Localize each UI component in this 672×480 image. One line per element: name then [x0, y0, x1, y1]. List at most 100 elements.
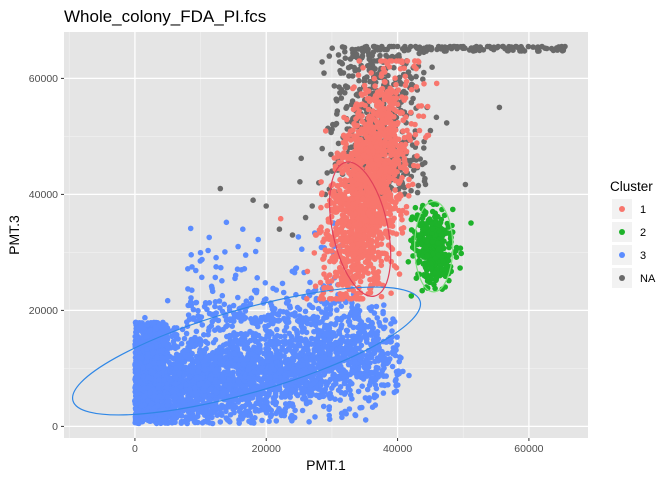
point-cluster-3: [134, 417, 141, 424]
point-cluster-na: [217, 185, 224, 192]
point-cluster-3: [393, 388, 400, 394]
point-cluster-na: [390, 43, 397, 50]
point-cluster-3: [362, 395, 369, 401]
point-cluster-3: [254, 275, 260, 281]
point-cluster-na: [397, 79, 403, 86]
point-cluster-3: [161, 415, 168, 421]
point-cluster-3: [392, 352, 399, 359]
point-cluster-3: [396, 354, 403, 360]
point-cluster-3: [291, 414, 298, 421]
point-cluster-3: [232, 335, 238, 341]
point-cluster-3: [242, 331, 249, 337]
point-cluster-na: [443, 120, 450, 126]
point-cluster-3: [368, 345, 375, 352]
point-cluster-3: [178, 340, 185, 347]
point-cluster-3: [208, 323, 215, 329]
point-cluster-3: [363, 336, 370, 342]
point-cluster-3: [205, 247, 211, 254]
point-cluster-3: [223, 323, 229, 330]
point-cluster-3: [261, 404, 267, 411]
point-cluster-3: [373, 303, 380, 310]
point-cluster-3: [315, 343, 321, 350]
point-cluster-na: [421, 138, 427, 145]
point-cluster-3: [158, 348, 165, 354]
point-cluster-3: [338, 410, 345, 417]
point-cluster-3: [206, 234, 212, 241]
point-cluster-na: [349, 46, 356, 53]
point-cluster-3: [352, 309, 359, 315]
point-cluster-3: [325, 331, 331, 338]
point-cluster-3: [199, 274, 205, 281]
point-cluster-3: [202, 366, 208, 373]
point-cluster-3: [212, 378, 218, 385]
point-cluster-1: [403, 210, 410, 216]
point-cluster-3: [340, 346, 346, 352]
point-cluster-3: [406, 372, 412, 379]
point-cluster-3: [203, 383, 209, 389]
point-cluster-na: [405, 69, 412, 75]
point-cluster-3: [320, 403, 327, 410]
point-cluster-3: [388, 321, 394, 327]
point-cluster-3: [380, 308, 386, 315]
point-cluster-3: [138, 355, 145, 361]
point-cluster-3: [282, 348, 289, 354]
point-cluster-3: [359, 383, 366, 390]
point-cluster-3: [185, 416, 191, 423]
point-cluster-3: [385, 350, 391, 357]
point-cluster-3: [318, 379, 325, 386]
point-cluster-na: [422, 181, 429, 188]
point-cluster-3: [145, 398, 151, 404]
point-cluster-3: [181, 373, 187, 379]
point-cluster-3: [302, 308, 309, 315]
point-cluster-3: [266, 418, 272, 425]
point-cluster-3: [352, 359, 358, 365]
point-cluster-3: [206, 396, 213, 403]
point-cluster-3: [303, 381, 309, 388]
point-cluster-3: [193, 396, 200, 403]
point-cluster-3: [235, 378, 242, 385]
point-cluster-3: [345, 361, 352, 368]
point-cluster-na: [410, 95, 416, 102]
point-cluster-na: [408, 187, 414, 194]
point-cluster-3: [248, 417, 255, 424]
point-cluster-3: [232, 275, 238, 282]
point-cluster-3: [141, 393, 147, 400]
point-cluster-3: [292, 337, 299, 343]
point-cluster-na: [438, 46, 444, 52]
point-cluster-3: [250, 386, 257, 393]
point-cluster-na: [363, 43, 370, 50]
point-cluster-3: [253, 289, 260, 296]
point-cluster-3: [231, 362, 238, 369]
point-cluster-3: [255, 236, 261, 243]
point-cluster-3: [327, 390, 334, 397]
point-cluster-1: [339, 248, 345, 254]
point-cluster-3: [345, 383, 352, 390]
point-cluster-na: [250, 197, 256, 203]
point-cluster-na: [510, 47, 516, 53]
point-cluster-3: [243, 408, 249, 415]
point-cluster-3: [186, 374, 193, 380]
point-cluster-3: [193, 328, 200, 335]
point-cluster-3: [346, 339, 353, 346]
point-cluster-na: [556, 46, 563, 52]
point-cluster-na: [324, 170, 331, 176]
point-cluster-3: [389, 363, 396, 370]
point-cluster-3: [176, 371, 182, 378]
point-cluster-3: [154, 355, 161, 361]
point-cluster-na: [480, 47, 487, 53]
point-cluster-3: [271, 367, 278, 373]
point-cluster-na: [319, 145, 326, 152]
point-cluster-3: [327, 351, 333, 357]
point-cluster-3: [181, 418, 187, 425]
point-cluster-3: [150, 369, 156, 376]
point-cluster-3: [217, 410, 224, 416]
point-cluster-3: [213, 310, 219, 316]
point-cluster-na: [495, 43, 501, 50]
point-cluster-3: [237, 389, 244, 395]
point-cluster-3: [327, 395, 333, 402]
point-cluster-na: [379, 45, 386, 52]
point-cluster-3: [233, 397, 240, 403]
point-cluster-3: [387, 339, 394, 345]
point-cluster-3: [222, 349, 229, 355]
